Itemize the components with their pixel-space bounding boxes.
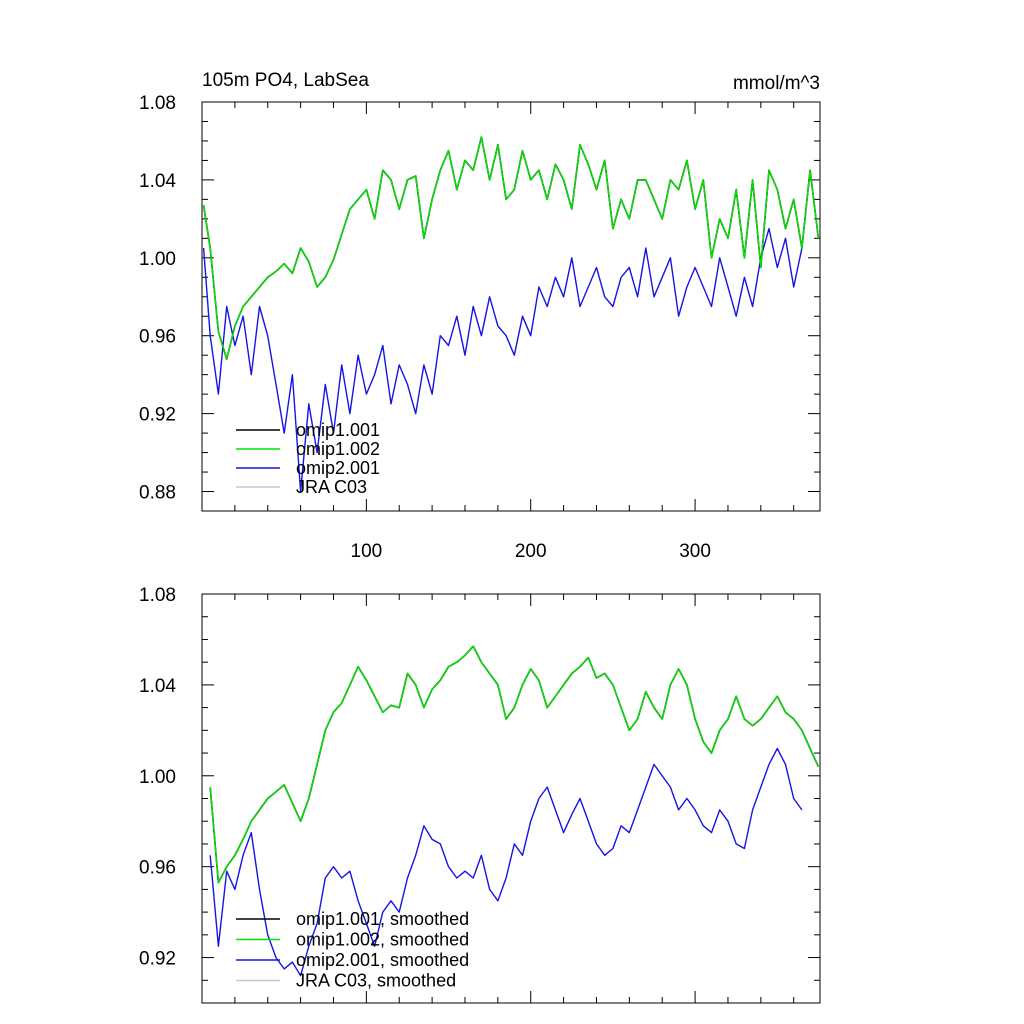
legend-label: omip1.001, smoothed — [296, 909, 469, 929]
x-tick-label: 300 — [679, 541, 711, 562]
legend-label: omip1.002, smoothed — [296, 930, 469, 950]
y-tick-label: 0.92 — [139, 949, 176, 970]
y-tick-label: 0.92 — [139, 405, 176, 426]
y-tick-label: 0.96 — [139, 327, 176, 348]
plot-frame — [201, 101, 821, 512]
y-tick-label: 1.00 — [139, 249, 176, 270]
series-line-omip1-001-smoothed — [209, 645, 820, 884]
series-line-omip1-001 — [202, 136, 820, 360]
top-panel: 0.88 0.92 0.96 1.00 1.04 1.08 100 200 300 105m PO… — [139, 70, 821, 562]
legend-label: omip1.001 — [296, 420, 380, 440]
y-tick-label: 1.08 — [139, 585, 176, 606]
series-group — [209, 645, 820, 977]
legend-label: omip2.001 — [296, 458, 380, 478]
series-line-omip2-001 — [202, 227, 803, 493]
series-line-omip2-001-smoothed — [209, 747, 803, 977]
legend-label: omip2.001, smoothed — [296, 950, 469, 970]
y-tick-label: 1.00 — [139, 767, 176, 788]
y-tick-label: 1.04 — [139, 676, 176, 697]
legend-label: JRA C03 — [296, 477, 367, 497]
legend-label: omip1.002 — [296, 439, 380, 459]
x-tick-label: 100 — [351, 541, 383, 562]
y-tick-label: 1.04 — [139, 171, 176, 192]
series-line-omip1-002-smoothed — [209, 645, 820, 884]
series-group — [202, 136, 820, 493]
x-tick-label: 200 — [515, 541, 547, 562]
y-tick-label: 0.88 — [139, 483, 176, 504]
legend-label: JRA C03, smoothed — [296, 971, 456, 991]
chart-title: 105m PO4, LabSea — [202, 70, 369, 91]
plot-frame — [201, 593, 821, 1004]
y-tick-label: 1.08 — [139, 93, 176, 114]
y-tick-label: 0.96 — [139, 858, 176, 879]
units-label: mmol/m^3 — [733, 73, 820, 94]
series-line-omip1-002 — [202, 136, 820, 360]
